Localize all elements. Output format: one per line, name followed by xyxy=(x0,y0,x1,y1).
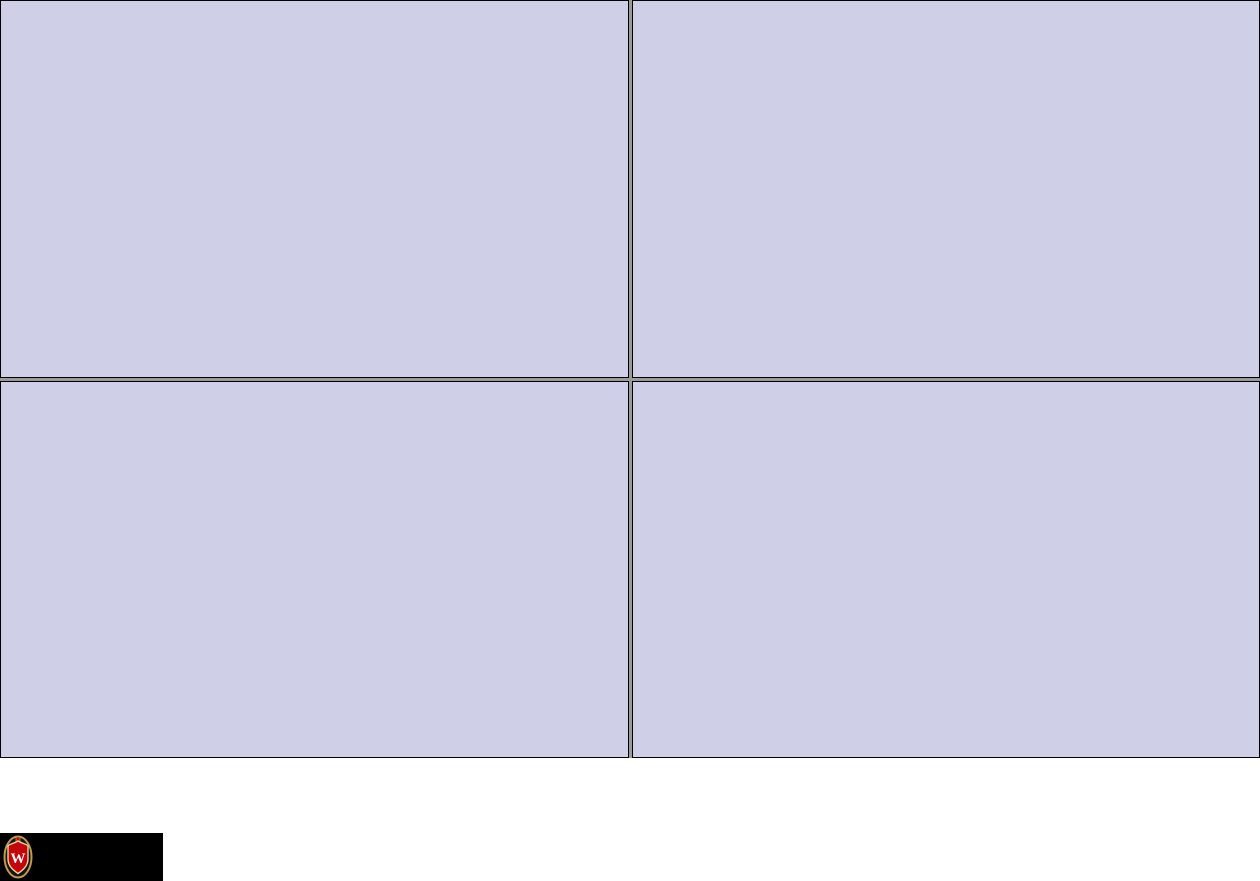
colorbar-ir xyxy=(650,758,1151,881)
panel-upper-level-wv xyxy=(0,0,629,378)
panel-mid-level-wv xyxy=(632,0,1260,378)
satellite-image-abi8 xyxy=(1,1,628,377)
colorbar-wv xyxy=(112,758,613,881)
uw-crest-icon: W xyxy=(3,835,33,879)
panel-grid xyxy=(0,0,1260,758)
footer: W xyxy=(0,758,1260,881)
panel-low-level-wv xyxy=(0,381,629,758)
satellite-image-abi13 xyxy=(633,382,1259,757)
crest-letter: W xyxy=(11,851,26,867)
satellite-image-abi10 xyxy=(1,382,628,757)
panel-ir xyxy=(632,381,1260,758)
aos-department-logo: W xyxy=(0,833,163,881)
satellite-image-abi9 xyxy=(633,1,1259,377)
